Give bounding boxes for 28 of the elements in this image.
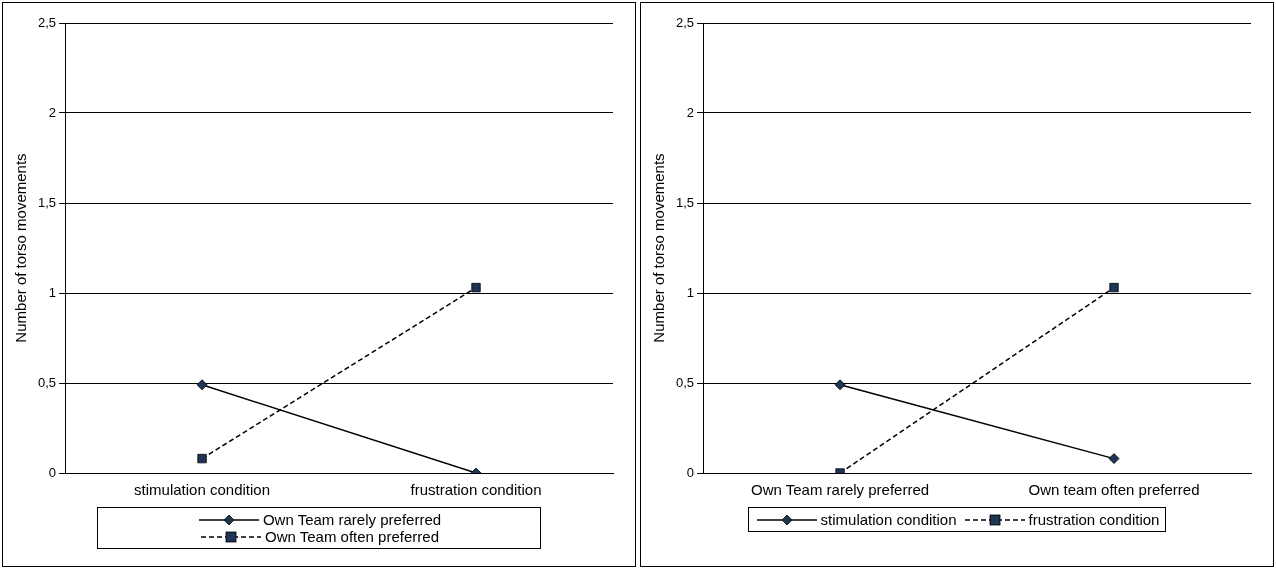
point [196,379,208,391]
y-tick-label: 0 [686,464,695,480]
x-tick-label: frustration condition [410,481,542,499]
y-tick-label: 2,5 [675,14,695,30]
y-tick-label: 1 [686,284,695,300]
point [471,282,481,293]
point [197,453,207,464]
y-tick-label: 0,5 [675,374,695,390]
legend-label: Own Team rarely preferred [262,511,442,528]
x-tick-label: Own Team rarely preferred [750,481,930,499]
x-tick-label: stimulation condition [134,481,271,499]
y-tick-label: 1,5 [37,194,57,210]
point [1108,453,1120,464]
y-tick-label: 1 [48,284,57,300]
x-tick-label: Own team often preferred [1028,481,1200,499]
y-tick-label: 0,5 [37,374,57,390]
y-axis-title: Number of torso movements [12,153,30,343]
legend-label: frustration condition [1028,511,1160,528]
point [834,379,846,391]
legend-label: stimulation condition [820,511,957,528]
y-tick-label: 2,5 [37,14,57,30]
y-tick-label: 0 [48,464,57,480]
y-axis-title: Number of torso movements [650,153,668,343]
point [1109,282,1119,293]
y-tick-label: 2 [686,104,695,120]
y-tick-label: 2 [48,104,57,120]
y-tick-label: 1,5 [675,194,695,210]
legend-label: Own Team often preferred [265,528,439,545]
